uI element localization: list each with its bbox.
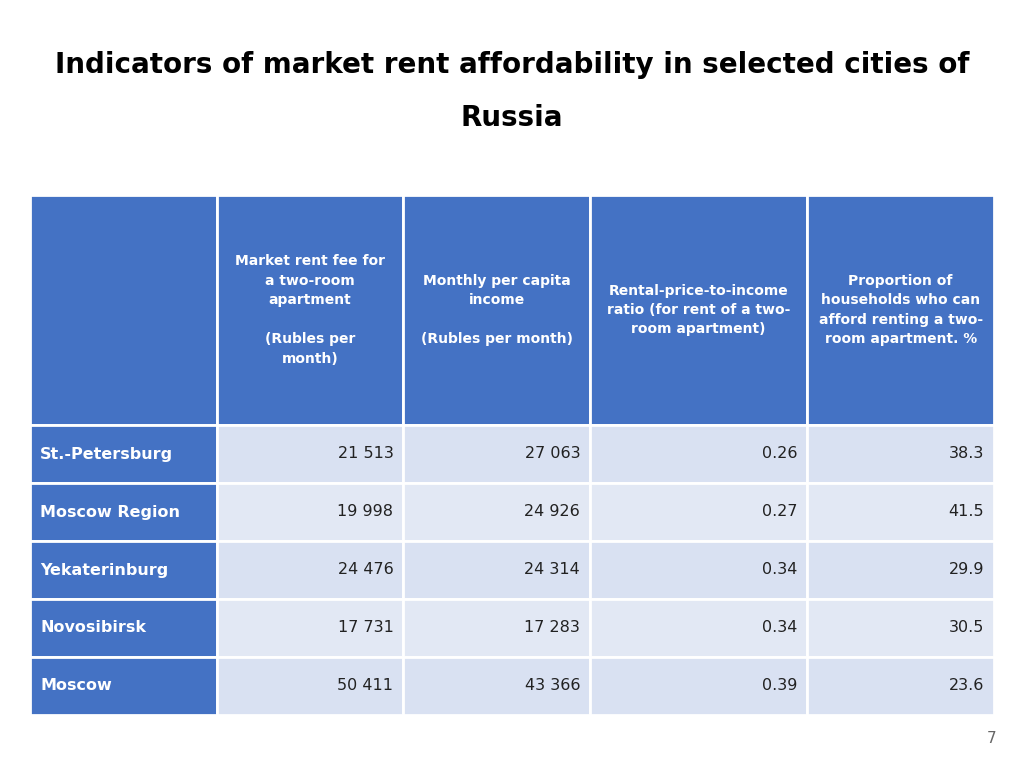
Bar — [403, 657, 590, 715]
Bar — [807, 657, 994, 715]
Text: Monthly per capita
income

(Rubles per month): Monthly per capita income (Rubles per mo… — [421, 273, 572, 346]
Text: Rental-price-to-income
ratio (for rent of a two-
room apartment): Rental-price-to-income ratio (for rent o… — [607, 283, 791, 336]
Text: 0.26: 0.26 — [762, 446, 798, 462]
Bar — [403, 599, 590, 657]
Bar — [30, 657, 217, 715]
Bar — [403, 483, 590, 541]
Text: Proportion of
households who can
afford renting a two-
room apartment. %: Proportion of households who can afford … — [818, 273, 983, 346]
Text: 21 513: 21 513 — [338, 446, 393, 462]
Text: 27 063: 27 063 — [524, 446, 581, 462]
Bar — [30, 425, 217, 483]
Text: 50 411: 50 411 — [338, 678, 393, 694]
Text: 38.3: 38.3 — [948, 446, 984, 462]
Text: 17 283: 17 283 — [524, 621, 581, 635]
Text: 24 314: 24 314 — [524, 562, 581, 578]
Bar — [217, 657, 403, 715]
Text: 41.5: 41.5 — [948, 505, 984, 519]
Bar — [807, 599, 994, 657]
Bar — [403, 195, 590, 425]
Text: 17 731: 17 731 — [338, 621, 393, 635]
Bar — [217, 483, 403, 541]
Bar — [30, 541, 217, 599]
Text: 24 926: 24 926 — [524, 505, 581, 519]
Bar — [217, 541, 403, 599]
Bar — [590, 541, 807, 599]
Bar — [403, 541, 590, 599]
Bar — [590, 599, 807, 657]
Bar — [590, 483, 807, 541]
Bar — [590, 657, 807, 715]
Text: 43 366: 43 366 — [524, 678, 581, 694]
Bar — [403, 425, 590, 483]
Bar — [30, 195, 217, 425]
Text: 29.9: 29.9 — [948, 562, 984, 578]
Text: Moscow Region: Moscow Region — [40, 505, 180, 519]
Text: Novosibirsk: Novosibirsk — [40, 621, 146, 635]
Text: St.-Petersburg: St.-Petersburg — [40, 446, 173, 462]
Bar — [217, 195, 403, 425]
Text: 0.27: 0.27 — [762, 505, 798, 519]
Bar — [807, 425, 994, 483]
Text: 19 998: 19 998 — [338, 505, 393, 519]
Bar — [30, 599, 217, 657]
Bar — [590, 195, 807, 425]
Bar — [807, 195, 994, 425]
Text: Moscow: Moscow — [40, 678, 112, 694]
Text: Market rent fee for
a two-room
apartment

(Rubles per
month): Market rent fee for a two-room apartment… — [236, 254, 385, 366]
Text: 23.6: 23.6 — [948, 678, 984, 694]
Text: 0.34: 0.34 — [762, 562, 798, 578]
Text: Indicators of market rent affordability in selected cities of: Indicators of market rent affordability … — [54, 51, 970, 79]
Text: 0.34: 0.34 — [762, 621, 798, 635]
Bar — [217, 599, 403, 657]
Text: Yekaterinburg: Yekaterinburg — [40, 562, 168, 578]
Bar — [807, 541, 994, 599]
Text: Russia: Russia — [461, 104, 563, 132]
Text: 30.5: 30.5 — [948, 621, 984, 635]
Bar — [30, 483, 217, 541]
Text: 0.39: 0.39 — [762, 678, 798, 694]
Bar — [807, 483, 994, 541]
Bar — [217, 425, 403, 483]
Bar — [590, 425, 807, 483]
Text: 24 476: 24 476 — [338, 562, 393, 578]
Text: 7: 7 — [986, 731, 996, 746]
